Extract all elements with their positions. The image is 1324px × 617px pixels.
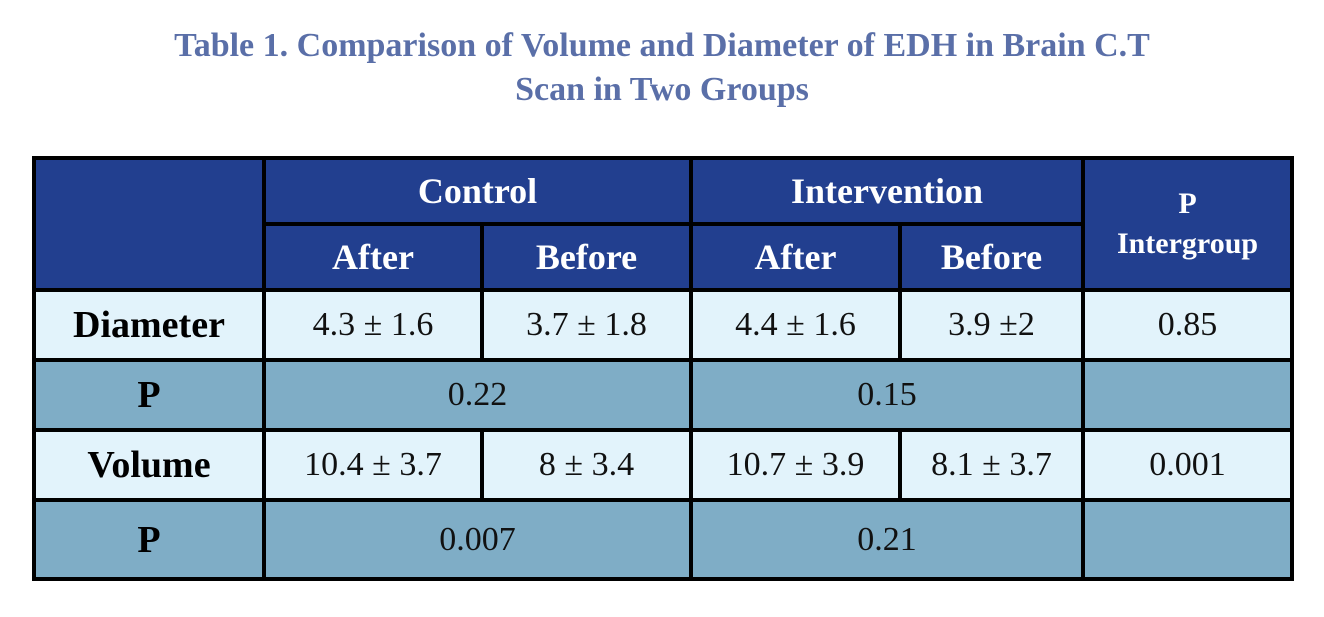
row-label-volume-p: P — [32, 498, 266, 581]
cell-volume-p-control: 0.007 — [262, 498, 693, 581]
table-title-line-1: Table 1. Comparison of Volume and Diamet… — [174, 27, 1150, 64]
table-row: P 0.007 0.21 — [32, 498, 1294, 581]
header-p-intergroup: P Intergroup — [1081, 156, 1294, 292]
header-corner-cell — [32, 156, 266, 292]
cell-diameter-intervention-before: 3.9 ±2 — [898, 288, 1085, 362]
row-label-diameter-p: P — [32, 358, 266, 432]
cell-volume-intervention-before: 8.1 ± 3.7 — [898, 428, 1085, 502]
row-label-volume: Volume — [32, 428, 266, 502]
header-intervention: Intervention — [689, 156, 1085, 226]
row-label-diameter: Diameter — [32, 288, 266, 362]
table-row: Volume 10.4 ± 3.7 8 ± 3.4 10.7 ± 3.9 8.1… — [32, 428, 1294, 502]
cell-diameter-p-control: 0.22 — [262, 358, 693, 432]
subhead-control-before: Before — [480, 222, 693, 292]
table-row: P 0.22 0.15 — [32, 358, 1294, 432]
table-title: Table 1. Comparison of Volume and Diamet… — [0, 24, 1324, 112]
subhead-intervention-before: Before — [898, 222, 1085, 292]
cell-volume-intervention-after: 10.7 ± 3.9 — [689, 428, 902, 502]
cell-volume-control-before: 8 ± 3.4 — [480, 428, 693, 502]
header-p-intergroup-line-2: Intergroup — [1116, 227, 1259, 260]
comparison-table: Control Intervention P Intergroup After … — [32, 156, 1294, 581]
cell-diameter-intervention-after: 4.4 ± 1.6 — [689, 288, 902, 362]
cell-diameter-control-after: 4.3 ± 1.6 — [262, 288, 484, 362]
cell-volume-p-intergroup-empty — [1081, 498, 1294, 581]
cell-volume-p-intervention: 0.21 — [689, 498, 1085, 581]
cell-diameter-p-intervention: 0.15 — [689, 358, 1085, 432]
cell-diameter-p-intergroup: 0.85 — [1081, 288, 1294, 362]
cell-volume-control-after: 10.4 ± 3.7 — [262, 428, 484, 502]
cell-diameter-control-before: 3.7 ± 1.8 — [480, 288, 693, 362]
header-control: Control — [262, 156, 693, 226]
cell-volume-p-intergroup: 0.001 — [1081, 428, 1294, 502]
subhead-control-after: After — [262, 222, 484, 292]
header-p-intergroup-line-1: P — [1178, 187, 1197, 220]
subhead-intervention-after: After — [689, 222, 902, 292]
table-title-line-2: Scan in Two Groups — [515, 71, 809, 108]
cell-diameter-p-intergroup-empty — [1081, 358, 1294, 432]
table-row: Diameter 4.3 ± 1.6 3.7 ± 1.8 4.4 ± 1.6 3… — [32, 288, 1294, 362]
